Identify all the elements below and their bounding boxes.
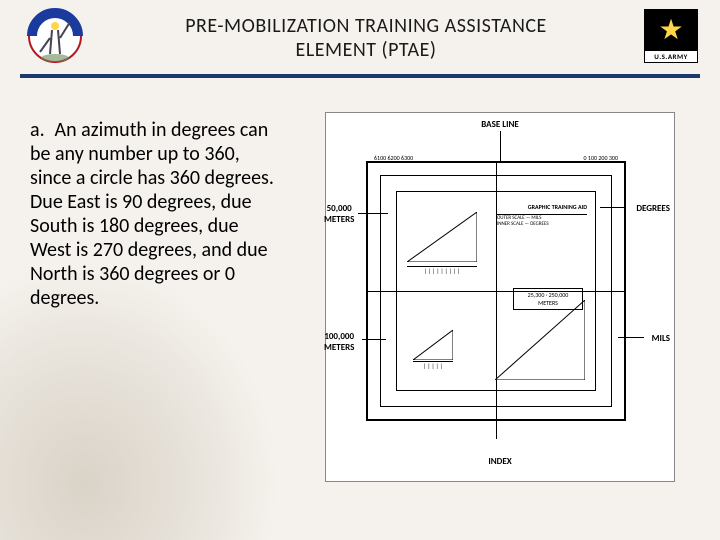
ticks-top-left: 6100 6200 6300	[374, 154, 413, 162]
callout-100k	[362, 339, 386, 340]
callout-mils	[618, 337, 644, 338]
us-army-logo: U.S.ARMY	[642, 9, 700, 67]
callout-50k	[358, 213, 388, 214]
diagram-column: BASE LINE 6100 6200 6300 0 100 200 300 |…	[300, 108, 700, 482]
slide-content: a. An azimuth in degrees can be any numb…	[0, 78, 720, 502]
colorado-guard-logo	[20, 8, 90, 68]
triangle-250k-icon	[495, 300, 585, 380]
header-title-line1: PRE-MOBILIZATION TRAINING ASSISTANCE	[100, 14, 632, 38]
baseline-connector	[500, 131, 501, 161]
army-logo-caption: U.S.ARMY	[644, 51, 698, 63]
protractor-inner: | | | | | | | | | GRAPHIC TRAINING AID O…	[396, 191, 596, 391]
header-title-line2: ELEMENT (PTAE)	[100, 38, 632, 62]
ticks-top-right: 0 100 200 300	[584, 154, 618, 162]
slide-header: PRE-MOBILIZATION TRAINING ASSISTANCE ELE…	[0, 0, 720, 72]
protractor-outer: 6100 6200 6300 0 100 200 300 | | | | | |…	[366, 161, 626, 421]
coord-box: 25,300 · 250,000 METERS	[513, 288, 583, 310]
bullet-body: An azimuth in degrees can be any number …	[30, 118, 274, 310]
label-100k-meters: 100,000 METERS	[324, 331, 354, 353]
graphic-aid-text: GRAPHIC TRAINING AID OUTER SCALE — MILS …	[497, 204, 587, 228]
bullet-letter: a.	[30, 118, 50, 142]
label-50k-meters: 50,000 METERS	[324, 203, 354, 225]
army-star-icon	[644, 9, 698, 51]
header-title-block: PRE-MOBILIZATION TRAINING ASSISTANCE ELE…	[100, 14, 632, 62]
protractor-diagram: BASE LINE 6100 6200 6300 0 100 200 300 |…	[325, 112, 675, 482]
minuteman-icon	[20, 8, 90, 68]
label-index: INDEX	[488, 456, 511, 467]
text-column: a. An azimuth in degrees can be any numb…	[30, 108, 280, 482]
label-base-line: BASE LINE	[481, 119, 519, 130]
bullet-item-a: a. An azimuth in degrees can be any numb…	[30, 118, 280, 310]
label-degrees: DEGREES	[636, 203, 670, 214]
callout-degrees	[600, 207, 626, 208]
outer-inner-label: OUTER SCALE — MILS INNER SCALE — DEGREES	[497, 215, 587, 228]
triangle-100k-icon	[413, 330, 453, 360]
label-mils: MILS	[652, 333, 670, 344]
triangle-50k-icon	[407, 212, 477, 262]
